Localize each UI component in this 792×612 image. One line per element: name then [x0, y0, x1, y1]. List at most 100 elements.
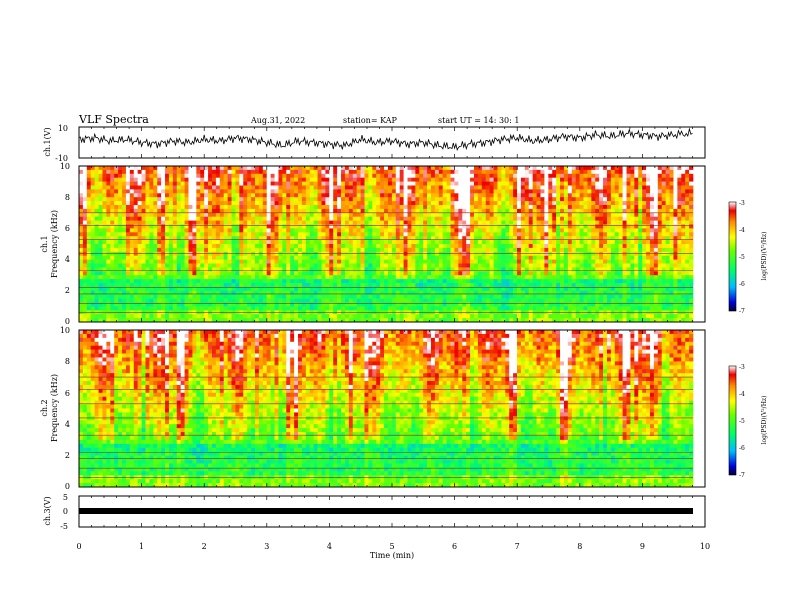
spectrogram-cell: [481, 193, 487, 198]
spectrogram-cell: [407, 236, 412, 241]
spectrogram-cell: [211, 177, 217, 182]
spectrogram-cell: [376, 166, 381, 171]
spectrogram-cell: [556, 283, 561, 288]
spectrogram-cell: [685, 267, 690, 272]
spectrogram-cell: [317, 255, 322, 260]
spectrogram-cell: [98, 197, 103, 202]
spectrogram-cell: [391, 255, 397, 260]
spectrogram-cell: [321, 247, 326, 253]
spectrogram-cell: [274, 286, 279, 292]
spectrogram-cell: [653, 185, 659, 190]
spectrogram-cell: [571, 208, 576, 214]
spectrogram-cell: [423, 201, 428, 206]
spectrogram-cell: [243, 275, 248, 280]
spectrogram-cell: [556, 279, 561, 284]
spectrogram-cell: [211, 251, 217, 256]
spectrogram-cell: [298, 232, 303, 237]
spectrogram-cell: [485, 259, 490, 264]
spectrogram-cell: [606, 247, 612, 253]
spectrogram-cell: [141, 212, 146, 217]
spectrogram-cell: [79, 232, 84, 237]
spectrogram-cell: [520, 177, 526, 182]
spectrogram-cell: [360, 255, 365, 260]
spectrogram-cell: [301, 255, 307, 260]
spectrogram-cell: [513, 240, 518, 245]
spectrogram-cell: [673, 193, 678, 198]
spectrogram-cell: [430, 251, 436, 256]
spectrogram-cell: [403, 240, 408, 245]
spectrogram-cell: [258, 244, 264, 249]
spectrogram-cell: [356, 286, 361, 292]
spectrogram-cell: [161, 212, 166, 217]
spectrogram-cell: [247, 240, 252, 245]
spectrogram-cell: [286, 224, 291, 229]
spectrogram-cell: [618, 224, 623, 229]
spectrogram-cell: [454, 216, 459, 221]
spectrogram-cell: [141, 275, 146, 280]
spectrogram-cell: [165, 166, 170, 171]
spectrogram-cell: [595, 212, 600, 217]
spectrogram-cell: [184, 271, 189, 276]
spectrogram-cell: [442, 259, 447, 264]
spectrogram-cell: [157, 173, 162, 178]
spectrogram-cell: [446, 271, 451, 276]
spectrogram-cell: [540, 286, 545, 292]
spectrogram-cell: [333, 232, 338, 237]
spectrogram-cell: [231, 271, 236, 276]
spectrogram-cell: [254, 220, 260, 225]
spectrogram-cell: [223, 189, 228, 194]
spectrogram-cell: [192, 283, 197, 288]
spectrogram-cell: [356, 201, 361, 206]
spectrogram-cell: [563, 181, 569, 186]
spectrogram-cell: [587, 208, 592, 214]
spectrogram-cell: [239, 189, 244, 194]
spectrogram-cell: [223, 236, 228, 241]
spectrogram-cell: [282, 271, 287, 276]
spectrogram-cell: [657, 166, 663, 171]
spectrogram-cell: [438, 166, 444, 171]
spectrogram-cell: [599, 208, 604, 214]
spectrogram-cell: [98, 177, 103, 182]
spectrogram-cell: [278, 259, 283, 264]
spectrogram-cell: [321, 251, 326, 256]
spectrogram-cell: [172, 205, 178, 210]
spectrogram-cell: [184, 197, 189, 202]
spectrogram-cell: [470, 247, 475, 253]
spectrogram-cell: [90, 220, 95, 225]
spectrogram-cell: [344, 181, 350, 186]
spectrogram-cell: [211, 205, 217, 210]
spectrogram-cell: [587, 240, 592, 245]
spectrogram-cell: [348, 169, 354, 175]
spectrogram-cell: [681, 251, 686, 256]
spectrogram-cell: [102, 224, 107, 229]
spectrogram-cell: [497, 197, 502, 202]
spectrogram-cell: [145, 197, 150, 202]
spectrogram-cell: [606, 259, 612, 264]
spectrogram-cell: [622, 189, 627, 194]
spectrogram-cell: [583, 279, 588, 284]
spectrogram-cell: [125, 267, 131, 272]
spectrogram-cell: [247, 286, 252, 292]
spectrogram-cell: [341, 224, 346, 229]
spectrogram-cell: [501, 169, 506, 175]
spectrogram-cell: [270, 244, 275, 249]
spectrogram-cell: [188, 251, 193, 256]
spectrogram-cell: [344, 193, 350, 198]
spectrogram-cell: [591, 267, 596, 272]
spectrogram-cell: [505, 205, 510, 210]
spectrogram-cell: [290, 216, 295, 221]
spectrogram-cell: [219, 173, 224, 178]
spectrogram-cell: [681, 205, 686, 210]
spectrogram-cell: [102, 236, 107, 241]
spectrogram-cell: [192, 224, 197, 229]
spectrogram-cell: [278, 263, 283, 268]
spectrogram-cell: [677, 247, 682, 253]
spectrogram-cell: [614, 173, 619, 178]
spectrogram-cell: [509, 224, 514, 229]
spectrogram-cell: [634, 271, 639, 276]
spectrogram-cell: [622, 255, 627, 260]
spectrogram-cell: [501, 173, 506, 178]
spectrogram-cell: [642, 173, 647, 178]
spectrogram-cell: [149, 236, 154, 241]
spectrogram-cell: [634, 208, 639, 214]
